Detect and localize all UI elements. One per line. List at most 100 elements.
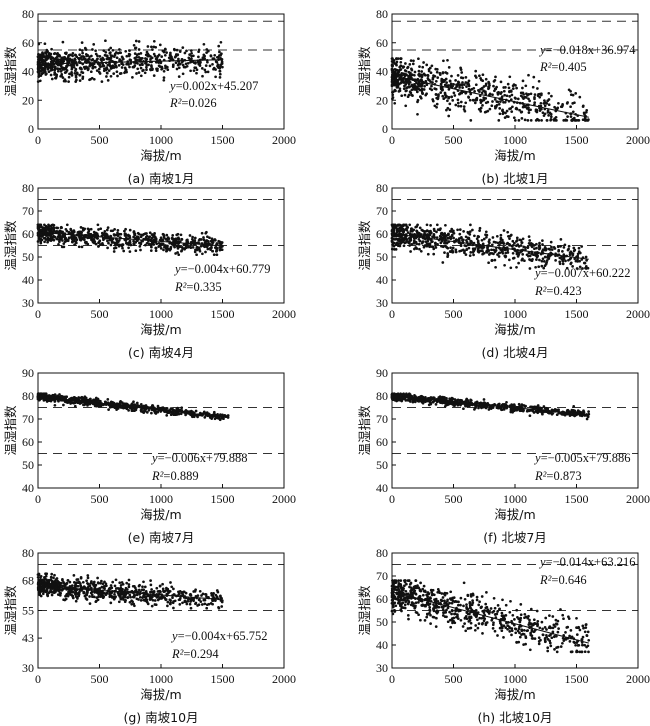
data-point: [484, 101, 488, 105]
data-point: [462, 83, 466, 86]
data-point: [96, 223, 100, 227]
data-point: [434, 246, 438, 249]
data-point: [63, 237, 67, 240]
data-point: [104, 50, 108, 54]
data-point: [583, 261, 587, 265]
data-point: [527, 97, 530, 101]
data-point: [466, 82, 469, 86]
data-point: [66, 238, 69, 242]
data-point: [102, 69, 106, 73]
data-point: [152, 74, 156, 77]
data-point: [209, 54, 213, 58]
data-point: [136, 67, 140, 71]
data-point: [148, 231, 152, 235]
data-point: [121, 246, 124, 250]
data-point: [119, 399, 122, 403]
data-point: [547, 91, 551, 95]
data-point: [128, 49, 131, 52]
data-point: [397, 90, 401, 93]
data-point: [484, 97, 488, 100]
data-point: [576, 118, 580, 122]
data-point: [417, 232, 421, 236]
data-point: [182, 243, 186, 247]
data-point: [515, 244, 518, 248]
data-point: [74, 67, 78, 71]
data-point: [220, 62, 224, 65]
data-point: [96, 54, 99, 58]
data-point: [132, 43, 136, 47]
data-point: [401, 66, 405, 69]
data-point: [497, 255, 501, 258]
data-point: [517, 245, 521, 248]
data-point: [401, 78, 405, 82]
y-axis-label: 温湿指数: [357, 46, 372, 97]
data-point: [511, 84, 515, 88]
data-point: [549, 240, 553, 244]
data-point: [195, 414, 199, 418]
data-point: [547, 103, 551, 107]
data-point: [112, 405, 116, 409]
y-tick-label: 70: [22, 412, 34, 426]
data-point: [62, 403, 65, 407]
data-point: [50, 65, 53, 69]
data-point: [486, 402, 490, 405]
data-point: [195, 253, 198, 257]
data-point: [506, 115, 510, 119]
data-point: [492, 80, 496, 83]
data-point: [536, 87, 539, 90]
data-point: [150, 65, 153, 69]
r-squared-label: R²: [169, 96, 182, 110]
data-point: [530, 252, 534, 255]
data-point: [456, 74, 460, 77]
data-point: [490, 104, 494, 108]
data-point: [70, 64, 74, 67]
equation-body: =−0.018x+36.974: [546, 43, 637, 57]
data-point: [409, 59, 413, 62]
data-point: [403, 69, 407, 72]
data-point: [53, 235, 57, 239]
data-point: [515, 236, 519, 240]
data-point: [546, 411, 550, 414]
data-point: [80, 70, 83, 74]
data-point: [173, 245, 176, 249]
data-point: [58, 230, 61, 233]
data-point: [434, 243, 437, 247]
data-point: [484, 230, 488, 234]
data-point: [110, 238, 114, 241]
data-point: [481, 73, 485, 77]
data-point: [42, 54, 45, 58]
data-point: [487, 85, 490, 89]
x-axis-label: 海拔/m: [140, 322, 181, 337]
data-point: [177, 57, 180, 61]
data-point: [395, 60, 399, 64]
data-point: [482, 405, 485, 409]
data-point: [541, 111, 545, 115]
x-tick-label: 1500: [565, 307, 589, 321]
data-point: [434, 403, 438, 406]
data-point: [411, 400, 415, 404]
data-point: [92, 43, 96, 46]
data-point: [465, 85, 468, 88]
data-point: [169, 245, 173, 249]
data-point: [555, 119, 558, 122]
data-point: [72, 65, 76, 69]
data-point: [49, 73, 53, 77]
data-point: [522, 96, 526, 99]
data-point: [512, 403, 516, 407]
data-point: [526, 119, 530, 122]
data-point: [480, 87, 483, 91]
data-point: [84, 396, 88, 400]
data-point: [557, 101, 560, 105]
data-point: [538, 241, 541, 245]
data-point: [431, 235, 434, 239]
y-axis-label: 温湿指数: [3, 220, 18, 271]
data-point: [485, 233, 489, 237]
data-point: [399, 229, 402, 233]
data-point: [400, 94, 404, 98]
data-point: [513, 96, 517, 100]
data-point: [51, 56, 55, 60]
data-point: [393, 248, 396, 251]
equation-body: =−0.005x+79.886: [541, 451, 631, 465]
data-point: [405, 228, 409, 232]
data-point: [439, 91, 443, 94]
